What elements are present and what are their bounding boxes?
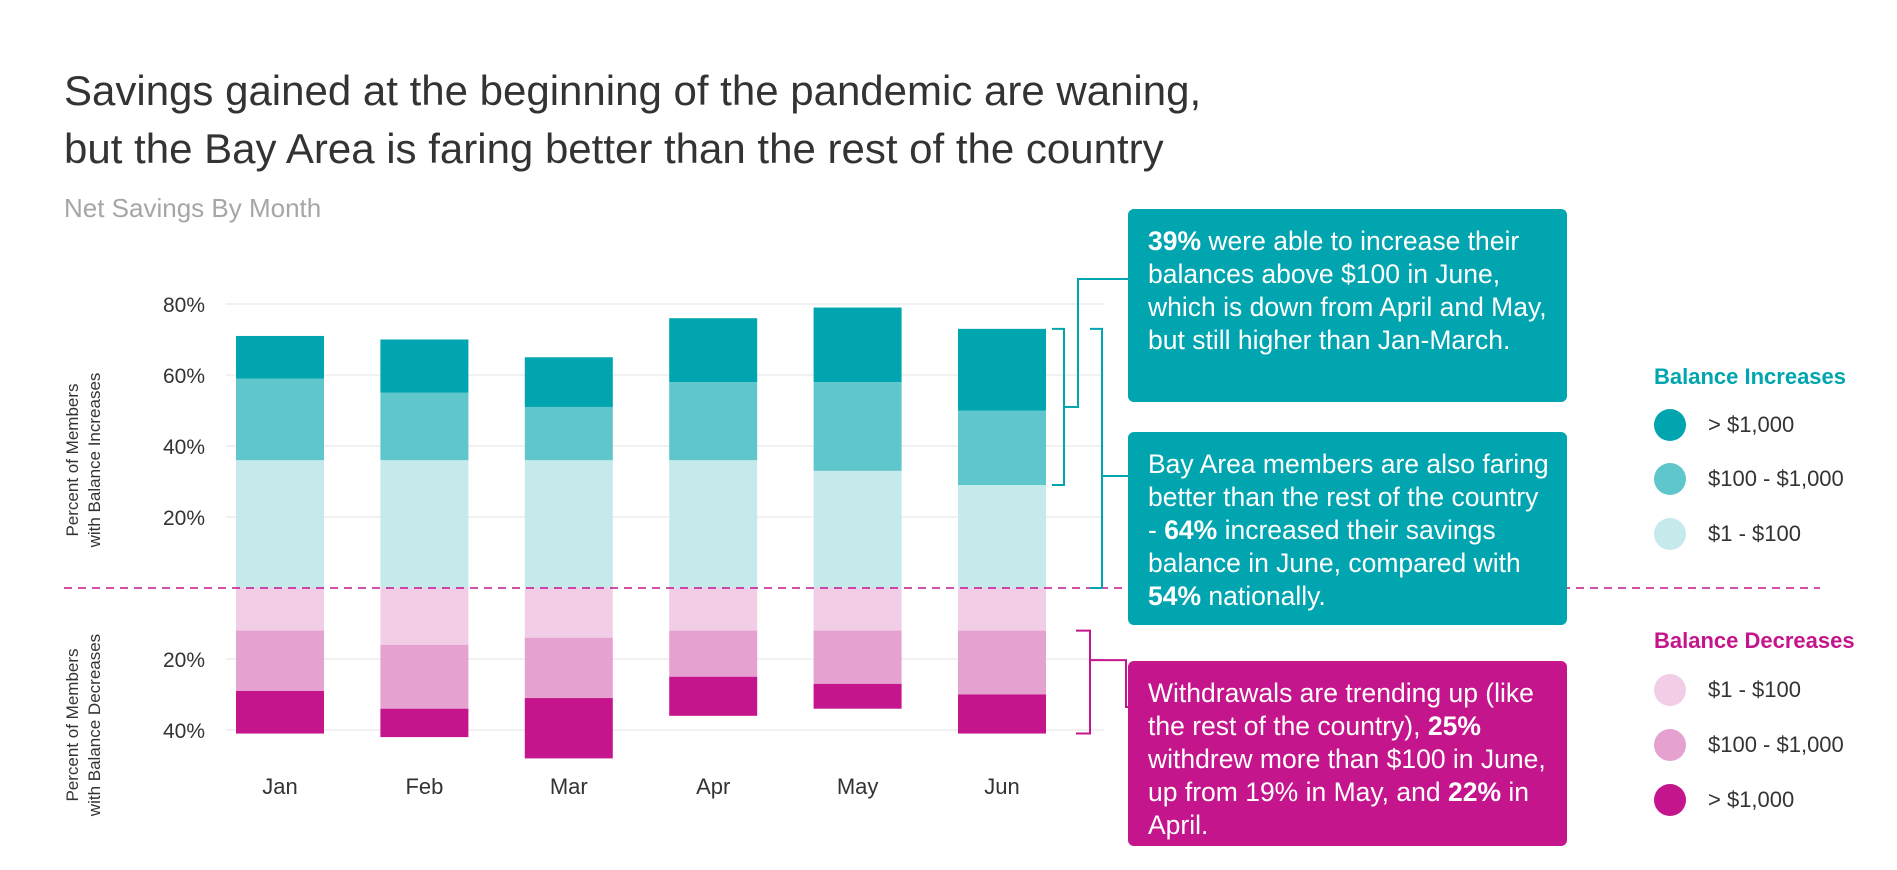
- x-tick-label: Jun: [984, 774, 1019, 799]
- legend-label: $100 - $1,000: [1708, 732, 1844, 757]
- y-tick-label: 60%: [163, 365, 205, 388]
- x-tick-label: Apr: [696, 774, 730, 799]
- bracket-over-100: [1052, 327, 1065, 487]
- bar-increase: [958, 328, 1046, 411]
- bar-decrease: [813, 683, 902, 709]
- bar-decrease: [380, 708, 469, 738]
- bar-decrease: [236, 630, 324, 691]
- legend-swatch-icon: [1654, 784, 1686, 816]
- x-tick-label: Jan: [262, 774, 297, 799]
- callout-3-text-a: Withdrawals are trending up (like the re…: [1148, 678, 1534, 741]
- legend-label: > $1,000: [1708, 412, 1795, 437]
- bracket-withdrawals: [1076, 629, 1091, 735]
- callout-3-text-b: withdrew more than $100 in June, up from…: [1148, 744, 1546, 807]
- callout-3-highlight-b: 22%: [1448, 777, 1502, 807]
- bar-increase: [524, 460, 613, 588]
- callout-withdrawals: Withdrawals are trending up (like the re…: [1128, 661, 1567, 846]
- legend-item-decrease-high: > $1,000: [1654, 783, 1794, 817]
- y-axis-label-bottom: Percent of Members with Balance Decreases: [63, 634, 104, 817]
- bar-decrease: [236, 588, 324, 631]
- bar-increase: [236, 460, 324, 588]
- bar-decrease: [958, 588, 1046, 631]
- legend-swatch-icon: [1654, 409, 1686, 441]
- y-tick-label: 20%: [163, 649, 205, 672]
- bar-increase: [380, 339, 469, 393]
- bar-increase: [669, 318, 758, 383]
- bar-increase: [524, 406, 613, 461]
- y-tick-label: 40%: [163, 720, 205, 743]
- callout-2-highlight-b: 54%: [1148, 581, 1202, 611]
- chart-title: Savings gained at the beginning of the p…: [64, 62, 1201, 178]
- bar-increase: [236, 335, 324, 379]
- legend-swatch-icon: [1654, 518, 1686, 550]
- legend-swatch-icon: [1654, 729, 1686, 761]
- bracket-connector-1: [1064, 278, 1128, 408]
- bar-increase: [958, 485, 1046, 588]
- bar-decrease: [958, 694, 1046, 734]
- title-line-2: but the Bay Area is faring better than t…: [64, 125, 1164, 172]
- legend-label: $1 - $100: [1708, 521, 1801, 546]
- legend-swatch-icon: [1654, 463, 1686, 495]
- callout-bay-area-comparison: Bay Area members are also faring better …: [1128, 432, 1567, 625]
- bar-decrease: [236, 690, 324, 734]
- bar-decrease: [380, 644, 469, 709]
- callout-1-text: were able to increase their balances abo…: [1148, 226, 1547, 355]
- legend-swatch-icon: [1654, 674, 1686, 706]
- bar-increase: [524, 357, 613, 407]
- x-tick-label: Feb: [405, 774, 443, 799]
- bar-increase: [669, 382, 758, 461]
- callout-1-highlight: 39%: [1148, 226, 1202, 256]
- chart-subtitle: Net Savings By Month: [64, 193, 322, 223]
- y-axis-label-top: Percent of Members with Balance Increases: [63, 373, 104, 549]
- bar-decrease: [380, 588, 469, 645]
- legend-item-decrease-mid: $100 - $1,000: [1654, 728, 1844, 762]
- x-tick-label: May: [837, 774, 879, 799]
- bracket-connector-3: [1090, 659, 1128, 708]
- bar-increase: [380, 392, 469, 461]
- bar-decrease: [813, 588, 902, 631]
- bar-decrease: [958, 630, 1046, 695]
- bar-decrease: [669, 676, 758, 716]
- y-tick-label: 40%: [163, 436, 205, 459]
- bracket-all-increases: [1090, 327, 1103, 589]
- legend-label: > $1,000: [1708, 787, 1795, 812]
- bar-increase: [236, 378, 324, 461]
- bar-decrease: [669, 630, 758, 677]
- y-tick-label: 20%: [163, 507, 205, 530]
- callout-2-text-a: Bay Area members are also faring better …: [1148, 449, 1549, 545]
- bar-decrease: [669, 588, 758, 631]
- y-tick-label: 80%: [163, 294, 205, 317]
- bar-increase: [813, 470, 902, 588]
- bar-decrease: [524, 698, 613, 759]
- callout-2-text-c: nationally.: [1201, 581, 1326, 611]
- legend-label: $1 - $100: [1708, 677, 1801, 702]
- bar-increase: [380, 460, 469, 588]
- bar-decrease: [524, 588, 613, 638]
- x-tick-label: Mar: [550, 774, 588, 799]
- callout-2-highlight-a: 64%: [1164, 515, 1218, 545]
- legend-item-decrease-low: $1 - $100: [1654, 673, 1801, 707]
- title-line-1: Savings gained at the beginning of the p…: [64, 67, 1202, 114]
- bar-increase: [669, 460, 758, 588]
- bar-increase: [813, 382, 902, 471]
- legend-item-increase-mid: $100 - $1,000: [1654, 462, 1844, 496]
- bar-increase: [958, 410, 1046, 486]
- legend-label: $100 - $1,000: [1708, 466, 1844, 491]
- callout-2-text-b: increased their savings balance in June,…: [1148, 515, 1521, 578]
- bar-decrease: [813, 630, 902, 684]
- bar-decrease: [524, 637, 613, 699]
- legend-title-increases: Balance Increases: [1654, 364, 1847, 389]
- bar-increase: [813, 307, 902, 383]
- legend-item-increase-low: $1 - $100: [1654, 517, 1801, 551]
- legend-item-increase-high: > $1,000: [1654, 408, 1794, 442]
- legend-title-decreases: Balance Decreases: [1654, 628, 1855, 653]
- callout-balance-increase: 39% were able to increase their balances…: [1128, 209, 1567, 402]
- callout-3-text-c: in April.: [1148, 777, 1530, 840]
- callout-3-highlight-a: 25%: [1427, 711, 1481, 741]
